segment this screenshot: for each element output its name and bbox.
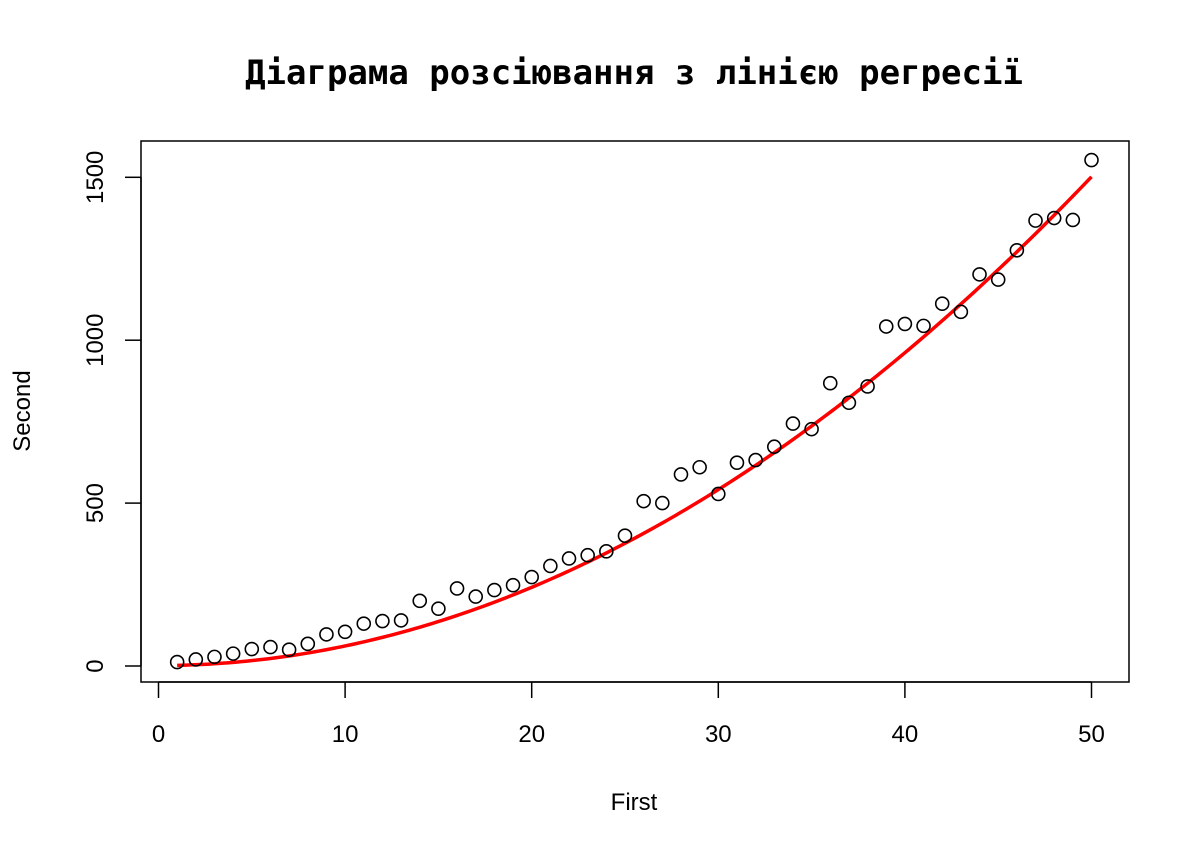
data-point [169,654,185,670]
y-tick-label: 1000 [82,314,109,367]
data-point [748,452,763,468]
data-point [897,316,913,332]
data-point [1065,212,1081,228]
x-tick-label: 50 [1078,721,1105,748]
data-point [860,379,875,394]
data-point [766,439,782,455]
data-point [822,375,838,391]
data-point [244,641,260,657]
regression-line [177,175,1093,668]
data-point [841,395,857,411]
data-point [916,318,931,334]
data-point [785,416,801,431]
data-point [561,551,577,566]
data-point [692,459,707,475]
data-point [188,652,204,667]
y-tick-label: 1500 [82,151,109,204]
x-tick-label: 40 [892,721,919,748]
data-point [337,624,353,640]
y-tick-label: 500 [82,483,109,523]
data-point [449,581,465,596]
data-point [617,528,633,543]
x-axis: 0 10 20 30 40 50 [152,681,1105,748]
x-axis-label: First [611,789,658,816]
data-point [207,649,222,665]
x-tick-label: 20 [518,721,545,748]
data-point [468,589,484,604]
data-point [487,582,502,598]
data-point [804,421,819,437]
chart-title: Діаграма розсіювання з лінією регресії [245,53,1023,93]
y-tick-label: 0 [82,659,109,672]
data-point [412,593,428,609]
data-point [972,267,987,282]
data-point [431,601,446,616]
data-point [1084,152,1099,168]
y-axis: 0 500 1000 1500 [82,151,142,673]
x-tick-label: 30 [705,721,732,748]
data-point [673,467,689,482]
data-point [375,613,390,629]
data-point [225,646,241,661]
data-point [543,558,558,574]
data-point [599,544,614,559]
data-point [356,616,372,631]
y-axis-label: Second [9,370,36,451]
plot-frame [140,140,1130,683]
data-point [300,636,316,652]
x-tick-label: 0 [152,721,165,748]
data-point [524,569,540,585]
data-point [319,627,334,642]
data-point [505,577,521,593]
data-point [393,613,409,628]
data-point [729,455,745,471]
data-point [953,304,969,320]
data-point [878,319,894,334]
data-point [636,493,651,509]
data-point [263,639,278,655]
data-point [1046,210,1062,226]
data-point [1009,242,1025,258]
x-tick-label: 10 [332,721,359,748]
data-point [710,486,726,502]
data-point [655,495,670,511]
data-point [934,296,950,312]
data-point [281,642,297,658]
data-point [990,272,1006,287]
data-points [169,152,1099,670]
data-point [1028,213,1043,228]
data-point [580,547,595,563]
